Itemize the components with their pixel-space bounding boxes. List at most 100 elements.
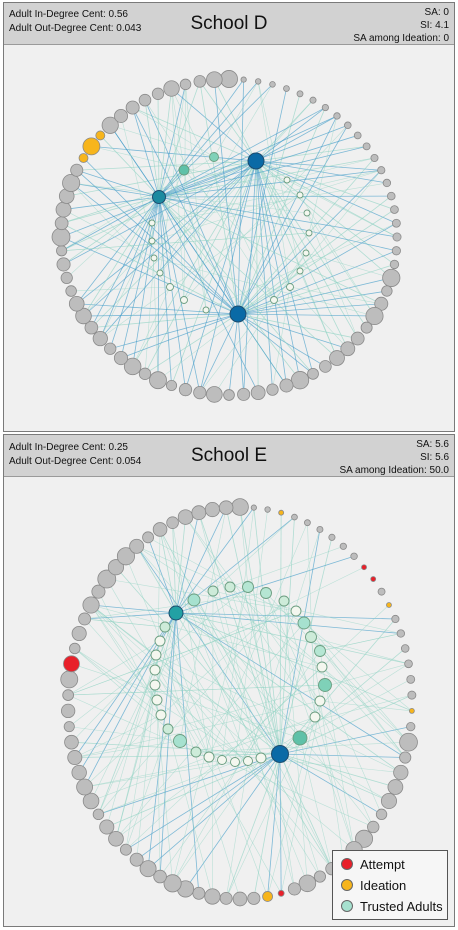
network-edge: [279, 753, 406, 758]
network-edge: [74, 612, 177, 758]
trusted-adult-hub-node: [229, 305, 247, 323]
network-edge: [213, 81, 259, 158]
network-edge: [175, 612, 200, 894]
student-node: [163, 874, 182, 893]
network-edge: [172, 522, 177, 614]
student-node: [71, 764, 87, 781]
network-edge: [100, 194, 301, 339]
trusted-adult-node: [305, 631, 317, 643]
trusted-adult-node: [318, 678, 332, 692]
student-node: [223, 389, 235, 401]
network-edge: [171, 88, 275, 301]
network-edge: [158, 195, 392, 198]
network-edge: [237, 88, 287, 315]
network-panel-school-d: Adult In-Degree Cent: 0.56 Adult Out-Deg…: [3, 2, 455, 432]
network-edge: [225, 753, 281, 899]
network-edge: [164, 626, 321, 877]
student-node: [382, 178, 392, 188]
student-node: [82, 792, 100, 810]
network-edge: [154, 669, 282, 894]
student-node: [319, 360, 332, 373]
student-node: [60, 670, 79, 689]
student-node: [362, 142, 371, 151]
network-edge: [199, 81, 257, 162]
network-edge: [255, 160, 287, 386]
network-edge: [154, 566, 365, 671]
student-node: [404, 659, 413, 669]
trusted-adult-node: [148, 237, 156, 245]
network-edge: [151, 169, 382, 242]
network-edge: [98, 599, 195, 815]
student-node: [193, 385, 207, 400]
network-edge: [175, 555, 355, 614]
network-edge: [175, 517, 186, 614]
student-node: [206, 386, 223, 403]
network-edge: [279, 753, 382, 815]
network-edge: [255, 145, 367, 162]
student-node: [104, 342, 117, 355]
network-edge: [255, 160, 259, 393]
network-edge: [109, 125, 160, 198]
student-node: [204, 501, 220, 518]
trusted-adult-node: [303, 209, 311, 217]
network-edge: [286, 157, 375, 181]
network-edge: [159, 529, 177, 614]
network-edge: [159, 84, 186, 274]
network-edge: [63, 196, 160, 265]
network-edge: [158, 145, 367, 198]
network-edge: [172, 522, 210, 758]
network-edge: [61, 196, 160, 224]
network-edge: [154, 684, 355, 850]
student-node: [237, 387, 251, 401]
network-edge: [175, 612, 409, 665]
student-node: [393, 764, 409, 781]
student-node: [304, 519, 311, 527]
student-node: [407, 690, 417, 700]
network-edge: [308, 115, 338, 234]
network-edge: [158, 196, 259, 393]
trusted-adult-node: [156, 269, 164, 277]
student-node: [365, 306, 384, 326]
network-edge: [255, 160, 349, 349]
network-edge: [167, 728, 213, 897]
network-edge: [305, 252, 392, 279]
network-edge: [98, 591, 162, 716]
student-node: [396, 629, 405, 638]
student-node: [291, 513, 298, 521]
student-node: [166, 379, 178, 391]
network-edge: [136, 546, 231, 588]
student-node: [353, 131, 362, 140]
network-edge: [229, 546, 344, 588]
network-edge: [239, 506, 249, 588]
student-node: [178, 383, 193, 397]
network-edge: [74, 648, 249, 762]
student-node: [298, 874, 317, 893]
network-edge: [157, 93, 160, 198]
trusted-adult-node: [260, 587, 272, 599]
network-edge: [273, 170, 382, 301]
network-edge: [255, 107, 326, 162]
network-edge: [279, 726, 411, 755]
network-edge: [84, 618, 166, 628]
student-node: [391, 246, 401, 256]
student-node: [269, 81, 276, 88]
network-edge: [90, 604, 157, 656]
network-edge: [84, 618, 158, 701]
student-node: [219, 891, 233, 905]
network-edge: [90, 604, 162, 716]
trusted-adult-node: [314, 645, 326, 657]
legend-item-attempt: Attempt: [341, 855, 405, 873]
student-node: [381, 285, 393, 297]
ideation-node: [386, 602, 392, 608]
student-node: [391, 614, 400, 624]
network-edge: [158, 107, 326, 198]
network-edge: [272, 286, 291, 390]
network-edge: [63, 196, 160, 210]
network-edge: [183, 125, 349, 301]
student-node: [340, 341, 356, 357]
ideation-node: [262, 891, 273, 902]
student-node: [377, 587, 386, 596]
trusted-adult-node: [224, 581, 236, 593]
trusted-adult-node: [309, 711, 321, 723]
student-node: [389, 259, 400, 270]
